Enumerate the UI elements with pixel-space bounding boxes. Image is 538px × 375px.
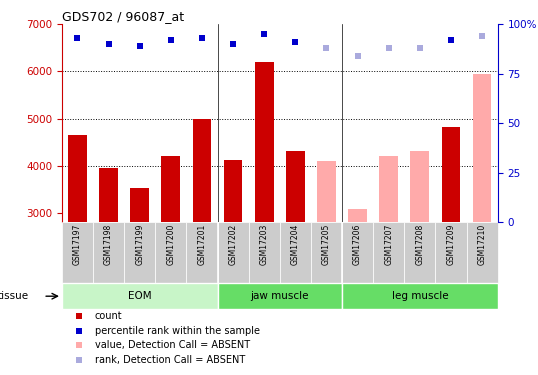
Text: GSM17209: GSM17209 xyxy=(447,224,456,265)
Bar xyxy=(99,168,118,222)
Bar xyxy=(373,222,404,283)
Text: value, Detection Call = ABSENT: value, Detection Call = ABSENT xyxy=(95,340,250,350)
Text: rank, Detection Call = ABSENT: rank, Detection Call = ABSENT xyxy=(95,355,245,365)
Text: GSM17205: GSM17205 xyxy=(322,224,331,265)
Bar xyxy=(217,283,342,309)
Bar xyxy=(379,156,398,222)
Text: jaw muscle: jaw muscle xyxy=(251,291,309,301)
Bar xyxy=(342,283,498,309)
Text: GSM17201: GSM17201 xyxy=(197,224,207,265)
Bar xyxy=(124,222,155,283)
Bar xyxy=(93,222,124,283)
Text: leg muscle: leg muscle xyxy=(392,291,448,301)
Bar xyxy=(404,222,435,283)
Bar xyxy=(286,150,305,222)
Bar xyxy=(217,222,249,283)
Bar xyxy=(466,222,498,283)
Bar xyxy=(161,156,180,222)
Text: GSM17199: GSM17199 xyxy=(135,224,144,265)
Text: EOM: EOM xyxy=(128,291,152,301)
Bar xyxy=(348,209,367,222)
Bar xyxy=(280,222,311,283)
Bar xyxy=(311,222,342,283)
Bar xyxy=(62,222,93,283)
Text: GSM17202: GSM17202 xyxy=(229,224,238,265)
Text: GSM17200: GSM17200 xyxy=(166,224,175,265)
Text: GDS702 / 96087_at: GDS702 / 96087_at xyxy=(62,10,184,23)
Text: GSM17204: GSM17204 xyxy=(291,224,300,265)
Bar xyxy=(442,127,461,222)
Bar xyxy=(317,161,336,222)
Text: percentile rank within the sample: percentile rank within the sample xyxy=(95,326,259,336)
Text: GSM17210: GSM17210 xyxy=(478,224,486,265)
Text: GSM17203: GSM17203 xyxy=(260,224,268,265)
Bar xyxy=(155,222,186,283)
Bar xyxy=(435,222,466,283)
Bar xyxy=(224,160,243,222)
Bar xyxy=(410,150,429,222)
Bar xyxy=(186,222,217,283)
Bar xyxy=(62,283,217,309)
Text: GSM17208: GSM17208 xyxy=(415,224,424,265)
Bar xyxy=(255,62,273,222)
Bar xyxy=(249,222,280,283)
Bar xyxy=(193,118,211,222)
Text: tissue: tissue xyxy=(0,291,29,301)
Bar xyxy=(473,74,491,222)
Bar xyxy=(68,135,87,222)
Text: GSM17197: GSM17197 xyxy=(73,224,82,265)
Text: count: count xyxy=(95,311,122,321)
Text: GSM17198: GSM17198 xyxy=(104,224,113,265)
Text: GSM17206: GSM17206 xyxy=(353,224,362,265)
Bar xyxy=(130,188,149,222)
Text: GSM17207: GSM17207 xyxy=(384,224,393,265)
Bar xyxy=(342,222,373,283)
